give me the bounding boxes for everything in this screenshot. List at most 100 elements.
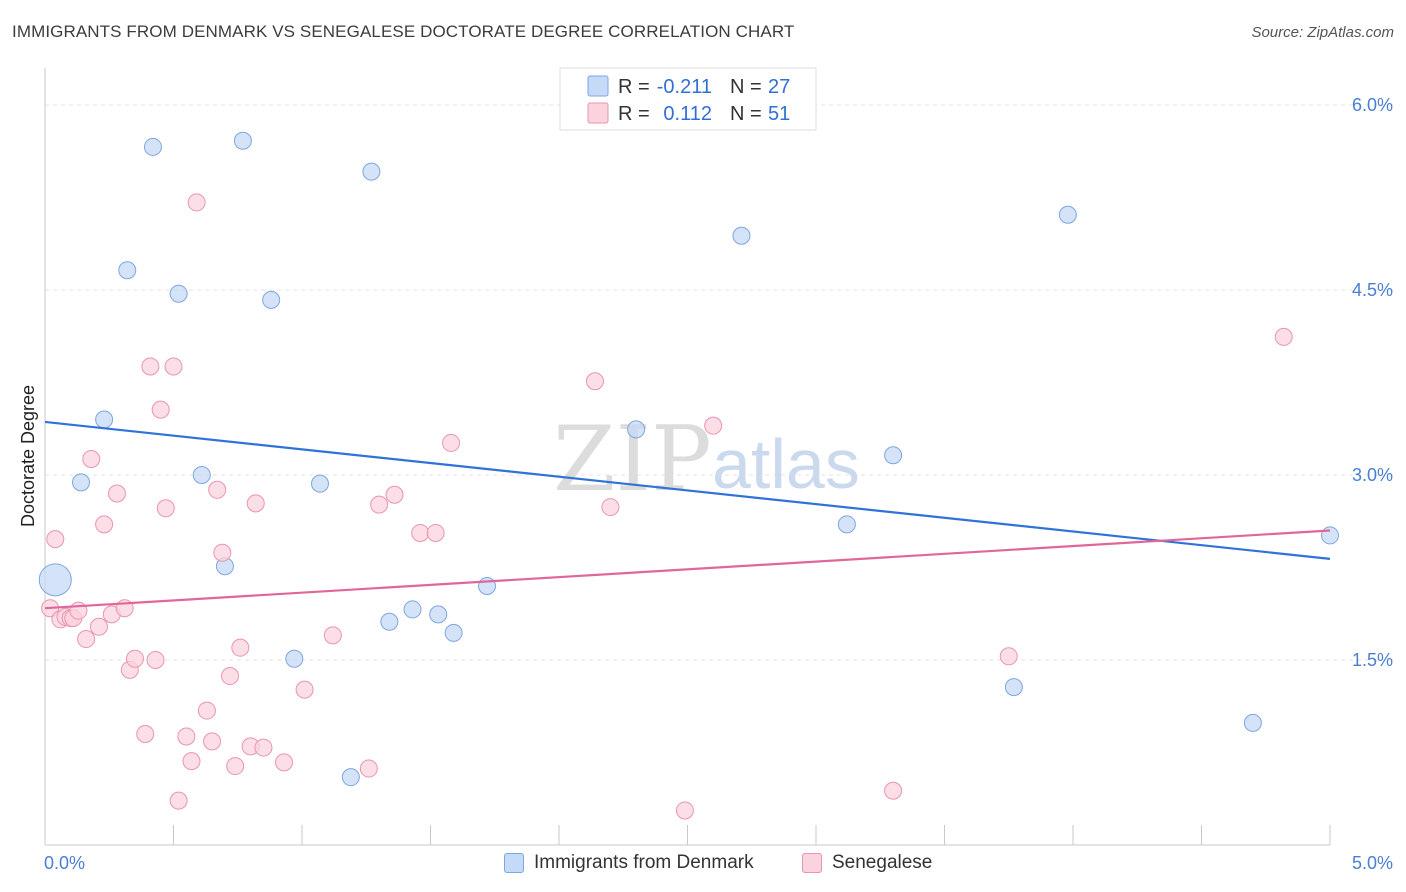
data-point bbox=[38, 563, 72, 597]
data-point bbox=[380, 612, 399, 631]
legend-n-label: N = bbox=[730, 76, 762, 98]
data-point bbox=[1004, 678, 1023, 697]
data-point bbox=[704, 416, 723, 435]
data-point bbox=[403, 600, 422, 619]
data-point bbox=[426, 523, 445, 542]
y-tick-label: 4.5% bbox=[1352, 280, 1393, 300]
data-point bbox=[226, 757, 245, 776]
data-point bbox=[310, 474, 329, 493]
data-point bbox=[192, 466, 211, 484]
data-point bbox=[285, 649, 304, 668]
data-point bbox=[125, 649, 144, 668]
trend-lines bbox=[44, 420, 1331, 610]
trend-line bbox=[44, 420, 1331, 560]
data-point bbox=[89, 617, 108, 636]
bottom-legend: Immigrants from Denmark Senegalese bbox=[0, 852, 1406, 878]
legend-swatch-denmark bbox=[587, 75, 609, 97]
data-point bbox=[187, 193, 206, 212]
data-point bbox=[246, 494, 265, 513]
data-point bbox=[1274, 327, 1293, 346]
x-ticks bbox=[44, 825, 1331, 845]
data-point bbox=[884, 781, 903, 800]
data-point bbox=[1058, 205, 1077, 224]
data-point bbox=[197, 701, 216, 720]
data-point bbox=[323, 626, 342, 645]
y-tick-label: 1.5% bbox=[1352, 650, 1393, 670]
data-point bbox=[118, 261, 137, 280]
data-point bbox=[82, 449, 101, 468]
data-point bbox=[156, 499, 175, 518]
data-point bbox=[146, 651, 165, 669]
legend-label-denmark: Immigrants from Denmark bbox=[534, 852, 754, 873]
x-tick-label: 0.0% bbox=[44, 853, 85, 873]
y-tick-labels: 1.5% 3.0% 4.5% 6.0% bbox=[1352, 95, 1393, 670]
data-point bbox=[143, 137, 162, 156]
data-point bbox=[141, 357, 160, 376]
data-point bbox=[262, 290, 281, 309]
data-point bbox=[411, 523, 430, 542]
data-point bbox=[182, 752, 201, 771]
legend-item-senegalese: Senegalese bbox=[802, 852, 932, 874]
data-point bbox=[732, 226, 751, 245]
data-point bbox=[999, 647, 1018, 666]
data-point bbox=[69, 601, 88, 620]
data-point bbox=[231, 638, 250, 657]
legend-top: R = -0.211 N = 27 R = 0.112 N = 51 bbox=[559, 67, 817, 131]
legend-n-label: N = bbox=[730, 103, 762, 125]
data-point bbox=[177, 727, 196, 746]
data-point bbox=[169, 284, 188, 303]
data-point bbox=[429, 605, 448, 624]
data-point bbox=[164, 357, 183, 376]
data-point bbox=[601, 498, 620, 517]
data-point bbox=[627, 420, 646, 439]
data-point bbox=[221, 667, 240, 686]
chart-title: IMMIGRANTS FROM DENMARK VS SENEGALESE DO… bbox=[12, 22, 795, 41]
data-point bbox=[370, 495, 389, 514]
legend-swatch-denmark bbox=[504, 853, 524, 873]
data-point bbox=[208, 480, 227, 499]
gridlines bbox=[45, 104, 1395, 661]
data-point bbox=[71, 473, 90, 492]
source-label: Source: ZipAtlas.com bbox=[1251, 24, 1394, 41]
data-point bbox=[95, 515, 114, 534]
data-point bbox=[341, 768, 360, 787]
legend-swatch-senegalese bbox=[802, 853, 822, 873]
data-point bbox=[442, 433, 461, 452]
x-tick-label: 5.0% bbox=[1352, 853, 1393, 873]
data-point bbox=[107, 484, 126, 503]
data-point bbox=[585, 372, 604, 391]
legend-n-value: 27 bbox=[768, 76, 790, 98]
legend-item-denmark: Immigrants from Denmark bbox=[504, 852, 754, 874]
legend-n-value: 51 bbox=[768, 103, 790, 125]
data-point bbox=[151, 400, 170, 419]
data-point bbox=[136, 725, 155, 743]
data-point bbox=[203, 732, 222, 751]
data-point bbox=[233, 131, 252, 150]
watermark-atlas-text: atlas bbox=[712, 425, 860, 503]
data-point bbox=[46, 530, 65, 549]
legend-r-label: R = bbox=[618, 103, 650, 125]
data-point bbox=[295, 680, 314, 699]
data-point bbox=[1243, 713, 1262, 732]
y-tick-label: 3.0% bbox=[1352, 465, 1393, 485]
data-point bbox=[77, 630, 96, 649]
data-point bbox=[675, 801, 694, 820]
legend-r-value: -0.211 bbox=[657, 76, 712, 98]
data-point bbox=[275, 753, 294, 772]
data-point bbox=[213, 543, 232, 562]
x-tick-labels: 0.0% 5.0% bbox=[44, 853, 1393, 873]
data-point bbox=[837, 515, 856, 534]
data-point bbox=[884, 446, 903, 465]
legend-r-label: R = bbox=[618, 76, 650, 98]
y-axis-title: Doctorate Degree bbox=[18, 385, 38, 527]
legend-label-senegalese: Senegalese bbox=[832, 852, 933, 873]
legend-swatch-senegalese bbox=[587, 102, 609, 124]
series-senegalese-points bbox=[41, 193, 1293, 820]
y-tick-label: 6.0% bbox=[1352, 95, 1393, 115]
data-point bbox=[95, 410, 114, 429]
legend-r-value: 0.112 bbox=[663, 103, 712, 125]
data-point bbox=[169, 791, 188, 810]
trend-line bbox=[44, 529, 1331, 610]
data-point bbox=[385, 485, 404, 504]
